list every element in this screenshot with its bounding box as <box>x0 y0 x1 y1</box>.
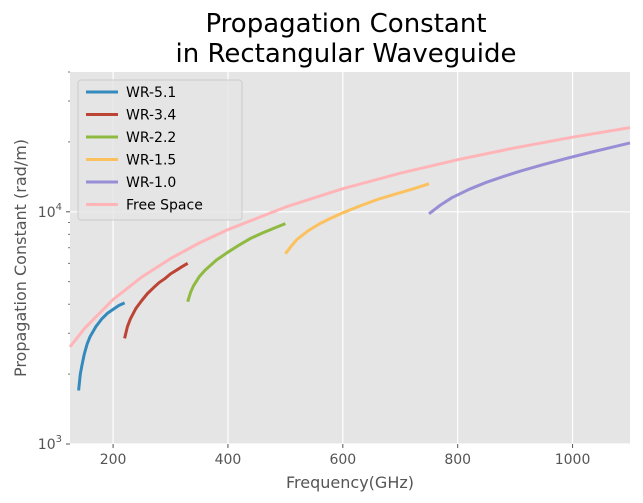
series-line-wr-2-2 <box>186 222 286 303</box>
legend-label: WR-1.5 <box>126 153 176 169</box>
series-line-free-space <box>68 126 631 348</box>
y-tick-label: 103 <box>38 434 62 453</box>
series-line-wr-1-5 <box>284 182 430 255</box>
y-tick-label: 104 <box>38 202 62 221</box>
legend-label: WR-2.2 <box>126 130 176 146</box>
y-axis-label: Propagation Constant (rad/m) <box>11 139 30 377</box>
legend: WR-5.1 WR-3.4 WR-2.2 WR-1.5 WR-1.0 Free Space <box>77 79 243 221</box>
axis-ticks: 200 400 600 800 1000 103 104 <box>38 71 591 468</box>
x-tick-label: 200 <box>100 452 127 468</box>
legend-label: Free Space <box>126 198 203 214</box>
legend-label: WR-5.1 <box>126 85 176 101</box>
series-line-wr-5-1 <box>77 301 126 391</box>
chart-title-line-2: in Rectangular Waveguide <box>176 39 517 69</box>
x-tick-label: 400 <box>215 452 242 468</box>
series-lines <box>68 126 631 391</box>
x-tick-label: 1000 <box>555 452 591 468</box>
legend-label: WR-1.0 <box>126 175 176 191</box>
series-line-wr-1-0 <box>428 141 631 215</box>
x-tick-label: 800 <box>444 452 471 468</box>
chart-title-line-1: Propagation Constant <box>205 9 486 39</box>
legend-label: WR-3.4 <box>126 108 176 124</box>
x-axis-label: Frequency(GHz) <box>286 473 414 492</box>
x-tick-label: 600 <box>329 452 356 468</box>
legend-box <box>77 79 243 221</box>
series-line-wr-3-4 <box>123 262 189 339</box>
